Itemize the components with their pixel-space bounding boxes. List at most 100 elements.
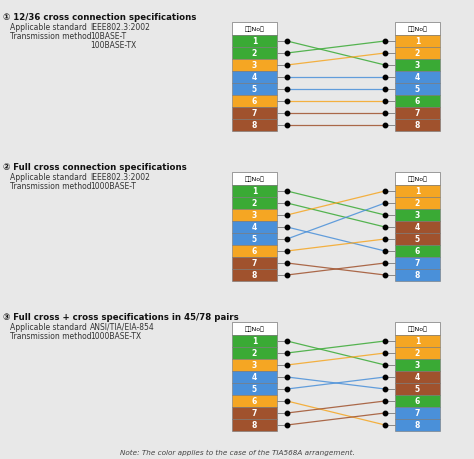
Text: 1: 1	[415, 337, 420, 346]
Text: 8: 8	[252, 121, 257, 130]
Bar	[232, 246, 277, 257]
Text: 4: 4	[252, 223, 257, 232]
Text: 6: 6	[415, 247, 420, 256]
Bar	[395, 234, 440, 246]
Text: Transmission method: Transmission method	[10, 331, 91, 340]
Text: 4: 4	[415, 73, 420, 82]
Text: ピンNo．: ピンNo．	[408, 27, 428, 32]
Text: 4: 4	[252, 73, 257, 82]
Bar	[395, 84, 440, 96]
Text: ② Full cross connection specifications: ② Full cross connection specifications	[3, 162, 187, 172]
Text: 10BASE-T: 10BASE-T	[90, 32, 126, 41]
Text: 1000BASE-T: 1000BASE-T	[90, 182, 136, 190]
Text: IEEE802.3:2002: IEEE802.3:2002	[90, 173, 150, 182]
Bar	[232, 407, 277, 419]
Bar	[395, 347, 440, 359]
Text: 5: 5	[415, 85, 420, 94]
Text: 3: 3	[252, 361, 257, 369]
Bar	[232, 269, 277, 281]
Text: 2: 2	[252, 50, 257, 58]
Bar	[395, 185, 440, 197]
Bar	[395, 322, 440, 335]
Text: 7: 7	[252, 409, 257, 418]
Bar	[232, 371, 277, 383]
Text: 100BASE-TX: 100BASE-TX	[90, 41, 136, 50]
Text: 4: 4	[415, 223, 420, 232]
Text: 3: 3	[252, 211, 257, 220]
Text: 1: 1	[252, 187, 257, 196]
Text: Note: The color applies to the case of the TIA568A arrangement.: Note: The color applies to the case of t…	[119, 449, 355, 455]
Text: 5: 5	[252, 385, 257, 394]
Text: 2: 2	[252, 349, 257, 358]
Text: 8: 8	[252, 271, 257, 280]
Text: 2: 2	[415, 349, 420, 358]
Bar	[395, 222, 440, 234]
Text: 4: 4	[252, 373, 257, 382]
Bar	[395, 60, 440, 72]
Bar	[395, 173, 440, 185]
Text: 8: 8	[415, 121, 420, 130]
Text: ③ Full cross + cross specifications in 45/78 pairs: ③ Full cross + cross specifications in 4…	[3, 312, 239, 321]
Bar	[232, 60, 277, 72]
Text: 2: 2	[252, 199, 257, 208]
Text: 6: 6	[415, 397, 420, 406]
Text: 8: 8	[415, 271, 420, 280]
Text: 5: 5	[415, 235, 420, 244]
Text: 6: 6	[252, 397, 257, 406]
Text: 5: 5	[252, 85, 257, 94]
Text: 6: 6	[252, 247, 257, 256]
Bar	[395, 120, 440, 132]
Bar	[232, 108, 277, 120]
Bar	[232, 222, 277, 234]
Bar	[395, 371, 440, 383]
Bar	[395, 419, 440, 431]
Text: ピンNo．: ピンNo．	[245, 326, 264, 331]
Text: 1: 1	[252, 337, 257, 346]
Bar	[395, 407, 440, 419]
Text: ピンNo．: ピンNo．	[408, 326, 428, 331]
Bar	[395, 72, 440, 84]
Text: ANSI/TIA/EIA-854: ANSI/TIA/EIA-854	[90, 322, 155, 331]
Bar	[232, 383, 277, 395]
Text: 3: 3	[252, 62, 257, 70]
Bar	[395, 359, 440, 371]
Text: 1: 1	[252, 38, 257, 46]
Text: 8: 8	[252, 420, 257, 430]
Text: ピンNo．: ピンNo．	[245, 27, 264, 32]
Text: 5: 5	[252, 235, 257, 244]
Text: 5: 5	[415, 385, 420, 394]
Bar	[395, 96, 440, 108]
Bar	[395, 108, 440, 120]
Text: 1: 1	[415, 187, 420, 196]
Bar	[232, 257, 277, 269]
Bar	[232, 322, 277, 335]
Text: 6: 6	[415, 97, 420, 106]
Bar	[232, 185, 277, 197]
Text: 1000BASE-TX: 1000BASE-TX	[90, 331, 141, 340]
Text: 2: 2	[415, 199, 420, 208]
Bar	[232, 36, 277, 48]
Text: 3: 3	[415, 62, 420, 70]
Text: 7: 7	[415, 259, 420, 268]
Text: 6: 6	[252, 97, 257, 106]
Bar	[395, 257, 440, 269]
Text: 7: 7	[415, 409, 420, 418]
Text: 2: 2	[415, 50, 420, 58]
Text: 7: 7	[252, 109, 257, 118]
Text: 7: 7	[252, 259, 257, 268]
Bar	[232, 173, 277, 185]
Bar	[232, 335, 277, 347]
Bar	[395, 395, 440, 407]
Text: 8: 8	[415, 420, 420, 430]
Text: ピンNo．: ピンNo．	[408, 176, 428, 182]
Bar	[395, 335, 440, 347]
Bar	[232, 48, 277, 60]
Text: 1: 1	[415, 38, 420, 46]
Bar	[232, 72, 277, 84]
Text: ピンNo．: ピンNo．	[245, 176, 264, 182]
Bar	[232, 395, 277, 407]
Text: 4: 4	[415, 373, 420, 382]
Bar	[395, 269, 440, 281]
Text: 3: 3	[415, 361, 420, 369]
Bar	[395, 197, 440, 210]
